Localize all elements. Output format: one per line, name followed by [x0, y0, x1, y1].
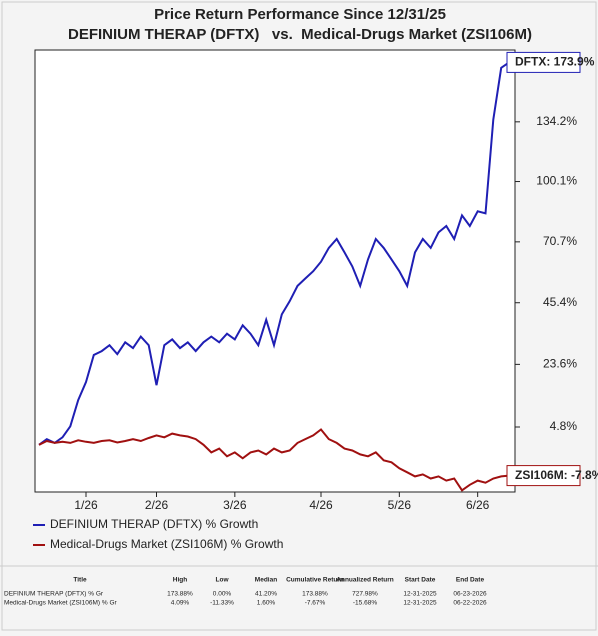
- x-tick-label: 4/26: [309, 498, 333, 512]
- table-cell: Medical-Drugs Market (ZSI106M) % Gr: [4, 600, 118, 607]
- table-header: Start Date: [405, 577, 436, 584]
- series-line: [38, 428, 510, 492]
- series-line: [38, 61, 510, 446]
- table-cell: 173.88%: [302, 591, 328, 598]
- table-cell: 0.00%: [213, 591, 232, 598]
- table-header: End Date: [456, 577, 485, 584]
- y-tick-label: 100.1%: [536, 174, 577, 188]
- table-cell: 727.98%: [352, 591, 378, 598]
- table-cell: 06-23-2026: [453, 591, 487, 598]
- legend-label: DEFINIUM THERAP (DFTX) % Growth: [50, 517, 258, 531]
- table-cell: DEFINIUM THERAP (DFTX) % Gr: [4, 591, 104, 598]
- table-cell: -15.68%: [353, 600, 377, 607]
- x-tick-label: 3/26: [223, 498, 247, 512]
- x-tick-label: 2/26: [145, 498, 169, 512]
- end-label: ZSI106M: -7.8%: [515, 468, 598, 482]
- y-tick-label: 4.8%: [550, 419, 578, 433]
- x-tick-label: 6/26: [466, 498, 490, 512]
- end-label: DFTX: 173.9%: [515, 55, 595, 69]
- table-header: High: [173, 577, 187, 584]
- table-cell: 12-31-2025: [403, 591, 437, 598]
- table-header: Median: [255, 577, 277, 584]
- y-tick-label: 45.4%: [543, 295, 577, 309]
- chart-title: Price Return Performance Since 12/31/25: [154, 6, 446, 23]
- table-header: Low: [216, 577, 230, 584]
- table-cell: 173.88%: [167, 591, 193, 598]
- chart-subtitle: DEFINIUM THERAP (DFTX) vs. Medical-Drugs…: [68, 26, 532, 43]
- table-cell: 41.20%: [255, 591, 277, 598]
- table-header: Annualized Return: [336, 577, 393, 584]
- plot-area: [34, 49, 516, 493]
- table-cell: 4.09%: [171, 600, 190, 607]
- legend-label: Medical-Drugs Market (ZSI106M) % Growth: [50, 537, 283, 551]
- table-cell: -7.67%: [305, 600, 326, 607]
- y-tick-label: 70.7%: [543, 234, 577, 248]
- table-cell: 1.60%: [257, 600, 276, 607]
- table-cell: 12-31-2025: [403, 600, 437, 607]
- y-tick-label: 134.2%: [536, 114, 577, 128]
- table-header: Cumulative Return: [286, 577, 344, 584]
- y-tick-label: 23.6%: [543, 357, 577, 371]
- table-cell: 06-22-2026: [453, 600, 487, 607]
- table-header: Title: [73, 577, 87, 584]
- table-cell: -11.33%: [210, 600, 234, 607]
- x-tick-label: 1/26: [74, 498, 98, 512]
- x-tick-label: 5/26: [388, 498, 412, 512]
- end-label-box: [506, 465, 581, 487]
- end-label-box: [506, 51, 581, 73]
